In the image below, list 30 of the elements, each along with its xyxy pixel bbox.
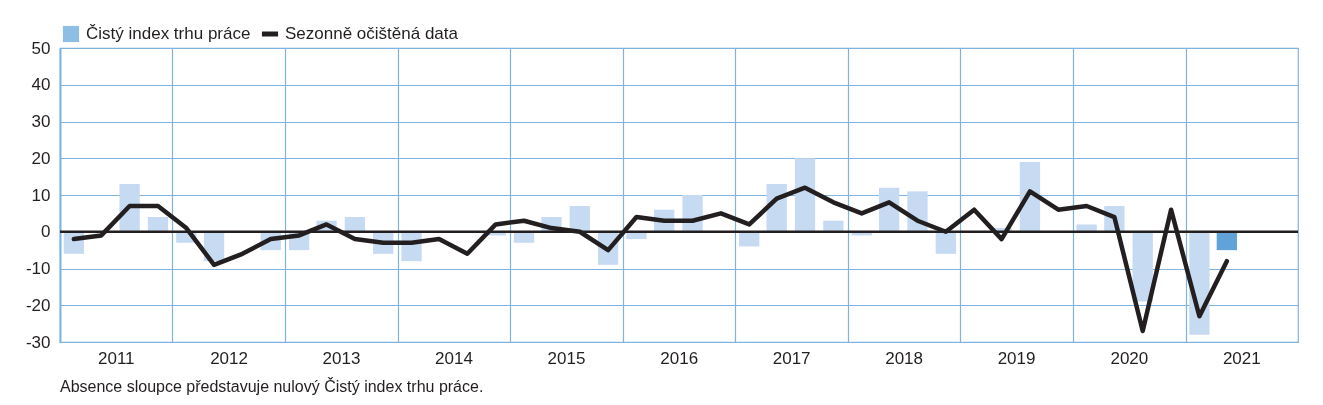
y-tick-label: 40 [31, 75, 51, 95]
bar [344, 217, 366, 232]
legend-label: Čistý index trhu práce [86, 24, 251, 43]
y-tick-label: 30 [31, 112, 51, 131]
x-tick-label: 2016 [660, 348, 699, 368]
bar [794, 158, 816, 232]
text: Absence sloupce představuje nulový Čistý index trhu práce. [60, 378, 484, 396]
x-tick-label: 2020 [1110, 348, 1149, 368]
y-tick-label: -30 [25, 332, 51, 352]
bar [1216, 231, 1237, 251]
x-tick-label: 2011 [97, 348, 135, 368]
x-tick-label: 2021 [1222, 348, 1261, 368]
y-tick-label: -20 [25, 295, 51, 315]
y-tick-label: -10 [25, 259, 51, 278]
bar [147, 217, 169, 232]
y-tick-label: 10 [31, 185, 51, 205]
bar [935, 231, 956, 254]
x-tick-label: 2013 [322, 348, 361, 368]
legend-label: Sezonně očištěná data [285, 24, 459, 43]
x-tick-label: 2019 [997, 348, 1036, 368]
y-tick-label: 20 [31, 148, 51, 168]
x-tick-label: 2014 [435, 348, 473, 368]
y-tick-label: 0 [41, 222, 51, 242]
x-tick-label: 2018 [885, 348, 924, 368]
x-tick-label: 2012 [210, 348, 248, 368]
bar [569, 206, 590, 232]
bar [823, 220, 844, 232]
y-tick-label: 50 [31, 38, 51, 58]
x-tick-label: 2017 [772, 348, 811, 368]
x-tick-label: 2015 [547, 348, 586, 368]
